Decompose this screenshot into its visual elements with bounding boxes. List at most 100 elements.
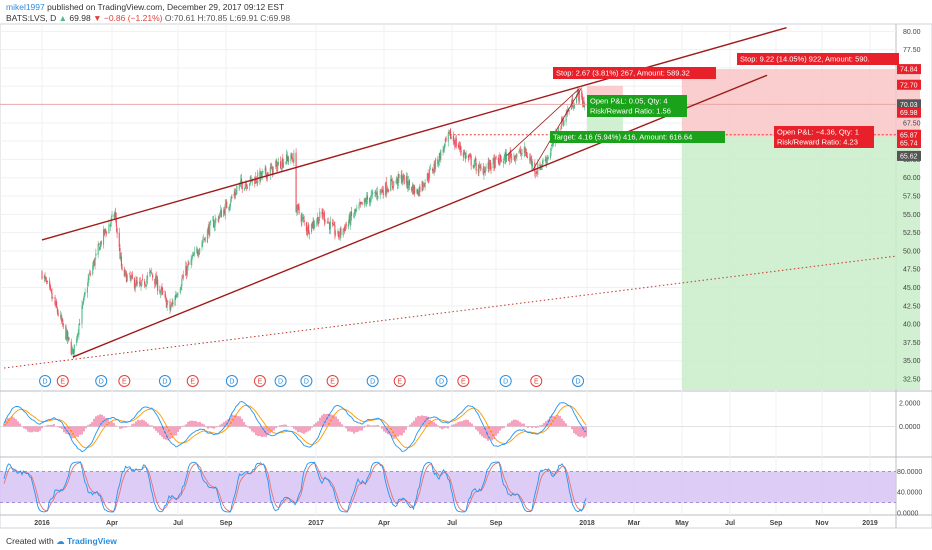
symbol-label[interactable]: BATS:LVS, D <box>6 13 57 23</box>
candle-body <box>229 203 231 207</box>
candle-body <box>500 159 502 162</box>
time-tick-label: Apr <box>378 520 390 527</box>
candle-body <box>561 117 563 129</box>
earnings-marker[interactable] <box>393 375 406 387</box>
earnings-marker[interactable] <box>56 375 69 387</box>
candle-body <box>438 153 440 162</box>
candle-body <box>282 158 284 167</box>
short-stop-zone[interactable] <box>682 69 920 137</box>
dividend-marker[interactable] <box>499 375 512 387</box>
earnings-marker[interactable] <box>253 375 266 387</box>
price-tag <box>897 150 921 161</box>
candle-body <box>170 303 173 307</box>
created-with-label: Created with <box>6 536 54 546</box>
candle-body <box>62 323 65 325</box>
candle-body <box>316 217 319 222</box>
time-axis[interactable]: 2016 Apr Jul Sep 2017 Apr Jul Sep 2018 Mar May Jul S… <box>34 520 878 527</box>
candle-body <box>192 254 194 258</box>
tradingview-brand[interactable]: TradingView <box>66 536 117 546</box>
channel-line[interactable] <box>72 74 768 358</box>
candle-body <box>497 158 499 160</box>
candle-body <box>265 167 267 175</box>
dividend-marker[interactable] <box>435 375 448 387</box>
wedge-line[interactable] <box>506 88 580 157</box>
dividend-marker[interactable] <box>274 375 287 387</box>
price-tick-label: 35.00 <box>903 358 921 365</box>
earnings-marker[interactable] <box>457 375 470 387</box>
candle-body <box>134 286 136 290</box>
candle-body <box>578 90 581 102</box>
dotted-trendline[interactable] <box>3 255 897 369</box>
short-target-zone[interactable] <box>682 136 920 390</box>
dividend-marker[interactable] <box>39 375 52 387</box>
candle-body <box>192 254 195 256</box>
candle-body <box>313 220 315 226</box>
candle-body <box>94 257 96 266</box>
event-letter: D <box>439 379 444 386</box>
event-letter: E <box>330 379 335 386</box>
candle-body <box>302 217 305 219</box>
candle-body <box>259 170 261 182</box>
candle-body <box>443 143 446 150</box>
earnings-marker[interactable] <box>326 375 339 387</box>
event-letter: D <box>576 379 581 386</box>
dividend-marker[interactable] <box>95 375 108 387</box>
candle-body <box>537 163 539 175</box>
dividend-marker[interactable] <box>300 375 313 387</box>
dividend-marker[interactable] <box>572 375 585 387</box>
candle-body <box>429 168 431 170</box>
candle-body <box>114 213 116 217</box>
earnings-marker[interactable] <box>186 375 199 387</box>
price-tag <box>897 138 921 149</box>
candle-body <box>571 98 573 107</box>
event-letter: E <box>122 379 127 386</box>
candle-body <box>302 217 304 219</box>
candle-body <box>562 120 564 125</box>
publisher-link[interactable]: mikel1997 <box>6 2 45 12</box>
candle-body <box>498 159 500 165</box>
candle-body <box>65 325 67 340</box>
candle-body <box>129 275 131 278</box>
time-tick-label: 2016 <box>34 520 50 527</box>
candle-body <box>520 150 522 155</box>
dividend-marker[interactable] <box>158 375 171 387</box>
price-axis[interactable]: 80.0077.5075.0072.5070.0067.5065.0062.50… <box>897 29 922 518</box>
candle-body <box>84 292 86 295</box>
price-tick-label: 80.00 <box>903 29 921 36</box>
candle-body <box>79 323 81 325</box>
candle-body <box>271 165 273 169</box>
candle-body <box>344 225 347 232</box>
earnings-marker[interactable] <box>118 375 131 387</box>
candle-body <box>358 205 360 209</box>
earnings-marker[interactable] <box>530 375 543 387</box>
channel-line[interactable] <box>41 26 787 241</box>
candle-body <box>487 162 489 169</box>
candle-body <box>339 228 341 238</box>
candle-body <box>105 229 107 231</box>
wedge-line[interactable] <box>532 88 582 171</box>
candle-body <box>535 172 537 174</box>
candle-body <box>525 152 527 154</box>
drawing-tools[interactable] <box>0 26 897 369</box>
macd-tick-label: 2.0000 <box>899 400 921 407</box>
position-tools[interactable] <box>587 69 920 390</box>
candle-body <box>454 143 456 147</box>
dividend-marker[interactable] <box>366 375 379 387</box>
candle-body <box>308 232 310 235</box>
dividend-marker[interactable] <box>225 375 238 387</box>
candle-body <box>417 193 419 196</box>
candle-body <box>469 155 471 156</box>
candle-body <box>92 261 95 268</box>
candle-body <box>514 156 516 161</box>
candle-body <box>402 174 404 180</box>
event-letter: E <box>258 379 263 386</box>
candle-body <box>46 280 48 282</box>
candle-body <box>317 217 319 225</box>
candle-body <box>508 152 510 162</box>
candle-body <box>236 189 238 191</box>
candle-body <box>61 318 63 321</box>
candle-body <box>60 315 62 321</box>
candle-body <box>536 172 538 174</box>
